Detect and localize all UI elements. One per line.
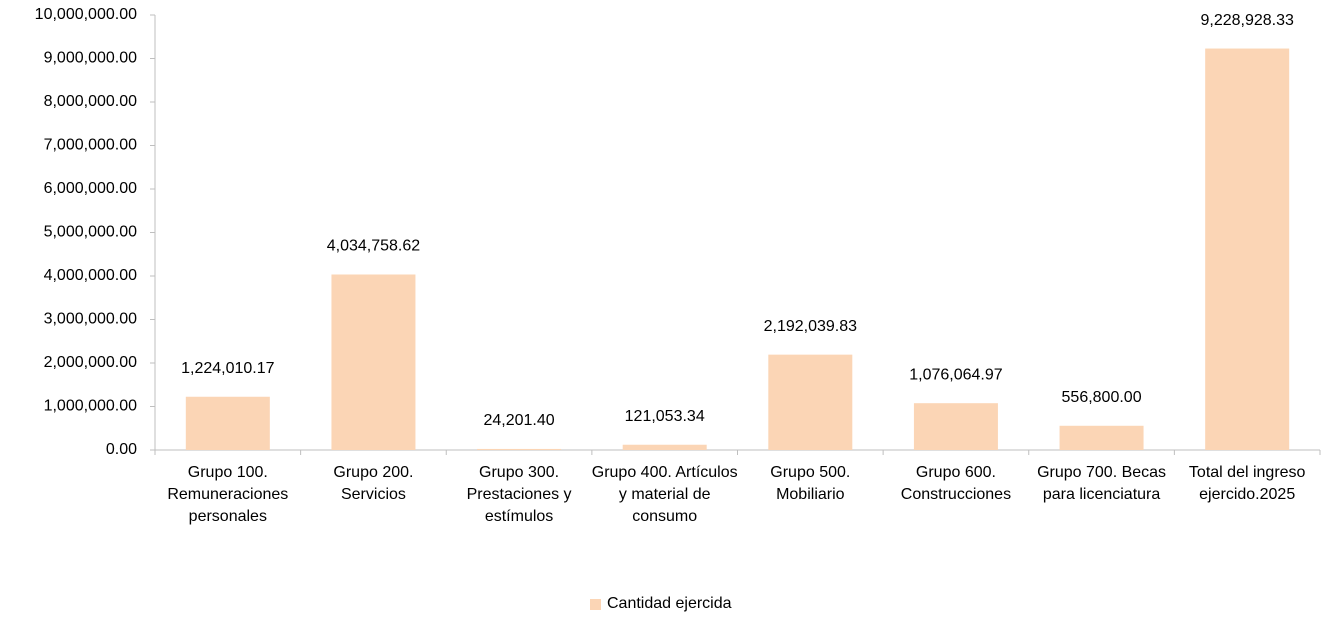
x-tick-label: Grupo 100. Remuneraciones personales bbox=[167, 464, 289, 525]
y-tick-label: 2,000,000.00 bbox=[44, 354, 138, 371]
bar bbox=[1205, 48, 1290, 450]
bar bbox=[622, 444, 707, 450]
data-label: 1,224,010.17 bbox=[181, 360, 275, 377]
data-label: 1,076,064.97 bbox=[909, 366, 1003, 383]
y-tick-label: 3,000,000.00 bbox=[44, 311, 138, 328]
data-label: 121,053.34 bbox=[625, 408, 705, 425]
x-tick-label: Grupo 300. Prestaciones y estímulos bbox=[466, 464, 572, 525]
y-tick-label: 5,000,000.00 bbox=[44, 224, 138, 241]
legend-swatch bbox=[590, 598, 601, 610]
data-label: 556,800.00 bbox=[1062, 389, 1142, 406]
y-tick-label: 7,000,000.00 bbox=[44, 137, 138, 154]
x-tick-label: Grupo 600. Construcciones bbox=[900, 464, 1012, 503]
bar bbox=[331, 274, 416, 450]
bar bbox=[477, 448, 562, 450]
y-tick-label: 9,000,000.00 bbox=[44, 50, 138, 67]
data-label: 24,201.40 bbox=[483, 412, 554, 429]
x-tick-label: Grupo 200. Servicios bbox=[333, 464, 414, 503]
y-tick-label: 1,000,000.00 bbox=[44, 398, 138, 415]
bar bbox=[185, 396, 270, 450]
bar bbox=[1059, 425, 1144, 450]
x-tick-label: Grupo 700. Becas para licenciatura bbox=[1037, 464, 1167, 503]
bar bbox=[768, 354, 853, 450]
x-tick-label: Grupo 500. Mobiliario bbox=[770, 464, 851, 503]
data-label: 9,228,928.33 bbox=[1200, 12, 1294, 29]
legend-item: Cantidad ejercida bbox=[590, 595, 732, 613]
legend-label: Cantidad ejercida bbox=[607, 595, 732, 612]
data-label: 4,034,758.62 bbox=[327, 238, 421, 255]
y-tick-label: 4,000,000.00 bbox=[44, 267, 138, 284]
data-label: 2,192,039.83 bbox=[764, 318, 858, 335]
x-tick-label: Total del ingreso ejercido.2025 bbox=[1188, 464, 1306, 503]
bar bbox=[913, 403, 998, 450]
y-tick-label: 10,000,000.00 bbox=[35, 6, 137, 23]
y-tick-label: 0.00 bbox=[106, 441, 137, 458]
y-tick-label: 6,000,000.00 bbox=[44, 180, 138, 197]
x-tick-label: Grupo 400. Artículos y material de consu… bbox=[591, 464, 738, 525]
y-tick-label: 8,000,000.00 bbox=[44, 93, 138, 110]
